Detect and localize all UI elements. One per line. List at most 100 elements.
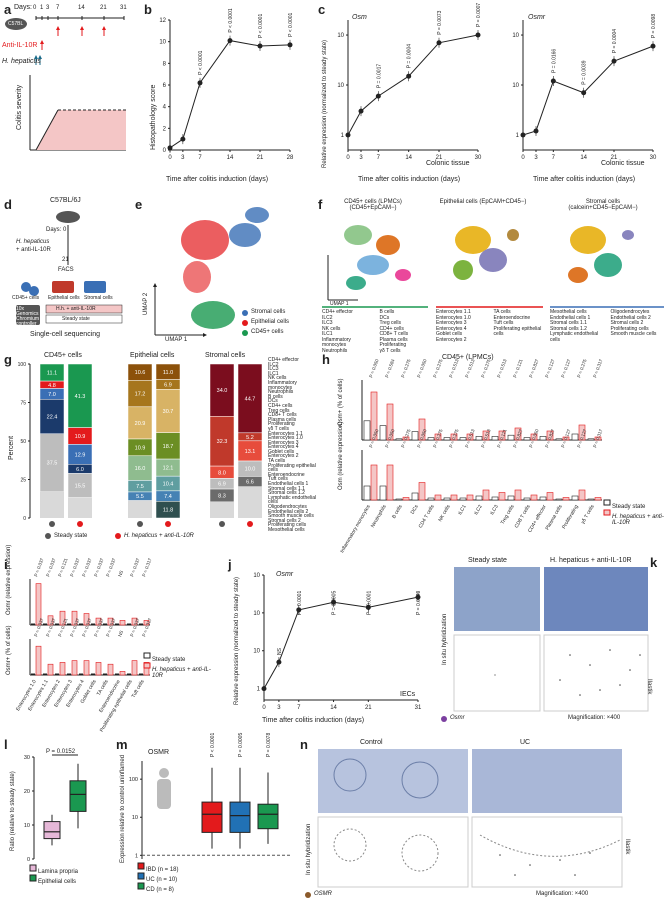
p-value-label: P = 0.0049	[416, 591, 422, 615]
stacked-segment	[127, 406, 153, 440]
f-legend-item: Enterocytes 1.0	[436, 314, 471, 321]
d-strain: C57BL/6J	[50, 197, 81, 204]
bar-treated	[71, 660, 78, 676]
bar-treated	[530, 433, 538, 441]
p-value-label: P = 0.0098	[651, 14, 657, 38]
bar-treated	[562, 497, 570, 501]
chart-b: 0 3 7 14 21 28 0 2 4 6 8 10 12 P < 0.0001 P < 0.0001 P …	[159, 8, 294, 161]
i-ylabel-top: Osmr (relative expression)	[6, 544, 12, 615]
bar-treated	[434, 494, 442, 501]
j-gene: Osmr	[276, 571, 294, 578]
y-tick-label: 4	[163, 105, 167, 111]
stacked-segment	[209, 363, 235, 417]
p-value-label: P = 0.037	[45, 617, 56, 637]
f-legend-item: Enteroendocrine	[493, 314, 531, 321]
p-value-label: P = 0.0005	[332, 591, 338, 615]
y-tick-label: 100	[18, 362, 27, 368]
panel-j: j 0 3 7 14 21 31 1 10 10 10 NS P < 0.0001 P = 0.0005…	[228, 555, 438, 730]
segment-label: 5.5	[136, 494, 144, 500]
h-ylabel-bottom: Osm (relative expression)	[338, 421, 344, 490]
bar-treated	[386, 464, 394, 501]
d-diagram	[16, 211, 123, 325]
bar-treated	[119, 620, 126, 626]
segment-label: 7.5	[136, 484, 144, 490]
data-point	[296, 607, 302, 613]
g-side-item: Treg cells	[268, 407, 290, 414]
category-label: NK cells	[437, 504, 452, 523]
data-point	[475, 32, 481, 38]
stacked-segment	[39, 399, 65, 435]
f-legend-item: Mesothelial cells	[550, 309, 587, 315]
panel-label-a: a	[4, 2, 12, 17]
box	[69, 780, 87, 812]
n-row: In situ hybridization	[306, 823, 312, 875]
segment-label: 22.4	[47, 415, 58, 421]
legend-dot-ss	[45, 533, 51, 539]
p-value-label: P = 0.0004	[407, 44, 413, 68]
p-value-label: P = 0.827	[544, 428, 555, 448]
p-value-label: P = 0.037	[93, 557, 104, 577]
bar-treated	[47, 615, 54, 626]
f-legend-item: γδ T cells	[379, 347, 401, 354]
x-tick-label: 21	[611, 155, 618, 161]
segment-label: 10.9	[135, 445, 146, 451]
bar-treated	[370, 464, 378, 501]
panel-l: l 0 10 20 30 P = 0.0152 Ratio (relative to …	[0, 735, 110, 902]
f-legend-item: Smooth muscle cells	[610, 331, 657, 337]
m-ylabel: Expression relative to control uninflame…	[120, 754, 126, 863]
bar-steady	[555, 498, 563, 501]
bar-treated	[418, 418, 426, 441]
g-side-item: B cells	[268, 393, 283, 400]
p-value-label: P = 0.127	[560, 428, 571, 448]
segment-label: 11.0	[163, 370, 173, 376]
panel-g: g CD45+ cells Epithelial cells Stromal c…	[0, 350, 318, 550]
panel-label-m: m	[116, 737, 128, 752]
bar-steady	[459, 497, 467, 501]
segment-label: 18.7	[163, 444, 174, 450]
f-legend-item: Inflammatory monocytes	[322, 336, 351, 348]
p-value-label: P = 0.037	[105, 617, 116, 637]
d-cell2: Epithelial cells	[48, 295, 80, 301]
p-value-label: P = 0.121	[496, 428, 507, 448]
stacked-segment	[155, 389, 181, 433]
f-legend-item: DCs	[379, 314, 390, 321]
n-ilastik: Ilastik	[624, 839, 630, 855]
f-legend-item: Stromal cells 1.2	[550, 325, 587, 332]
data-point	[581, 90, 587, 96]
bar-treated	[143, 620, 150, 626]
p-value-label: P = 0.584	[384, 358, 395, 378]
timeline-svg	[5, 16, 126, 151]
f-legend-item: Oligodendrocytes	[610, 309, 650, 315]
p-value-label: P < 0.0001	[366, 591, 372, 615]
y-tick-label: 1	[341, 133, 345, 139]
data-point	[197, 80, 203, 86]
panel-m: m OSMR 1 10 100 P < 0.0001 P = 0.0005 P = 0.0…	[112, 733, 298, 902]
category-label: CD4 T cells	[418, 504, 436, 530]
data-point	[180, 136, 186, 142]
p-value-label: NS	[117, 570, 124, 578]
category-label: ILC1	[457, 504, 468, 516]
k-ilastik: Ilastik	[646, 679, 652, 695]
segment-label: 4.8	[48, 383, 56, 389]
c-xlabel-right: Time after colitis induction (days)	[533, 176, 636, 183]
p-value-label: P = 0.050	[416, 428, 427, 448]
g-side-item: Enterocytes 1.1	[268, 430, 303, 437]
bar-steady	[411, 492, 419, 501]
g-side-item: Neutrophils	[268, 389, 294, 396]
bar-steady	[571, 433, 579, 441]
p-value-label: P = 0.037	[33, 617, 44, 637]
data-point	[406, 73, 412, 79]
d-cond2: Steady state	[62, 316, 90, 322]
bar-steady	[395, 498, 403, 501]
p-value-label: P = 0.0007	[476, 3, 482, 27]
treatment-label: Anti-IL-10R	[2, 42, 38, 49]
f-title-3: Stromal cells (calcein+CD45−EpCAM−)	[568, 199, 638, 211]
g-side-item: Enteroendocrine	[268, 471, 305, 478]
e-umap2: UMAP 2	[143, 292, 149, 315]
f-title-1: CD45+ cells (LPMCs) (CD45+EpCAM−)	[344, 199, 402, 211]
data-point	[227, 38, 233, 44]
legend-swatch-hh	[603, 509, 611, 516]
bar-treated	[482, 430, 490, 441]
x-tick-label: 7	[198, 155, 202, 161]
g-side-item: Goblet cells	[268, 448, 295, 455]
